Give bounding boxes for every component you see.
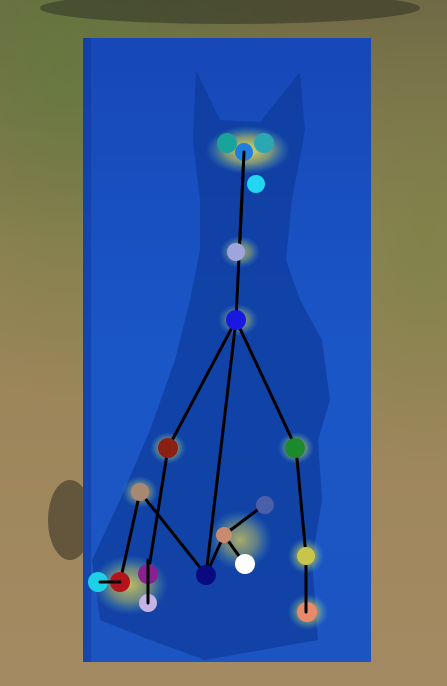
keypoint-front-right-elbow [285, 438, 305, 458]
glow-hind [208, 510, 272, 570]
keypoint-withers [226, 310, 246, 330]
keypoint-rear-right-paw [235, 554, 255, 574]
keypoint-tail-base [196, 565, 216, 585]
bone-rear-toe-knee [118, 490, 142, 584]
keypoint-chin [247, 175, 265, 193]
bone-right-elbow-knee [294, 446, 308, 558]
keypoint-throat [227, 243, 245, 261]
heatmap-overlay-left-band [83, 38, 91, 662]
bone-rear-knee-tail [138, 490, 208, 577]
keypoint-rear-left-paw [88, 572, 108, 592]
bone-withers-tail [204, 318, 238, 577]
keypoint-left-eye [217, 133, 237, 153]
tree-shadow [40, 0, 420, 24]
pose-keypoints [88, 133, 317, 622]
keypoint-stifle [216, 527, 232, 543]
keypoint-front-left-elbow [158, 438, 178, 458]
bone-withers-left-elbow [166, 318, 238, 450]
keypoint-right-eye [254, 133, 274, 153]
dog-shadow [48, 480, 92, 560]
bone-stifle-hock [222, 503, 266, 537]
bone-left-elbow-paw [146, 446, 170, 576]
keypoint-front-right-knee [297, 547, 315, 565]
pose-skeleton-top [98, 150, 308, 614]
keypoint-front-left-knee [131, 483, 149, 501]
bone-over-nose [238, 150, 246, 242]
keypoint-hock [256, 496, 274, 514]
bone-withers-right-elbow [234, 318, 298, 450]
